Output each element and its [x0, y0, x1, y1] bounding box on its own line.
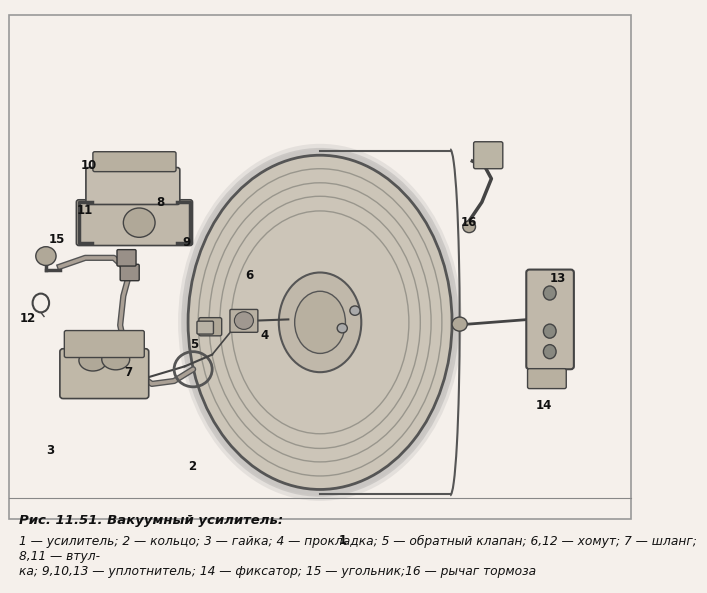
- Ellipse shape: [102, 349, 129, 370]
- Ellipse shape: [544, 324, 556, 338]
- Text: 10: 10: [81, 160, 97, 173]
- Text: Рис. 11.51. Вакуумный усилитель:: Рис. 11.51. Вакуумный усилитель:: [18, 514, 283, 527]
- FancyBboxPatch shape: [197, 321, 214, 334]
- Text: 16: 16: [461, 216, 477, 229]
- FancyBboxPatch shape: [76, 200, 192, 246]
- FancyBboxPatch shape: [527, 369, 566, 388]
- Text: 1: 1: [338, 534, 346, 547]
- FancyBboxPatch shape: [86, 168, 180, 205]
- Ellipse shape: [187, 154, 453, 491]
- Ellipse shape: [463, 221, 476, 232]
- Ellipse shape: [544, 345, 556, 359]
- Ellipse shape: [79, 350, 107, 371]
- Ellipse shape: [295, 291, 346, 353]
- Text: 9: 9: [182, 235, 191, 248]
- FancyBboxPatch shape: [9, 14, 631, 519]
- Ellipse shape: [188, 155, 452, 489]
- Ellipse shape: [544, 286, 556, 300]
- Text: 11: 11: [77, 205, 93, 218]
- Text: 4: 4: [261, 329, 269, 342]
- Text: 2: 2: [188, 460, 196, 473]
- FancyBboxPatch shape: [64, 330, 144, 358]
- Text: 14: 14: [536, 399, 552, 412]
- Ellipse shape: [350, 306, 360, 315]
- Ellipse shape: [184, 149, 457, 495]
- Text: 12: 12: [20, 312, 36, 325]
- FancyBboxPatch shape: [93, 152, 176, 171]
- Ellipse shape: [337, 324, 347, 333]
- FancyBboxPatch shape: [474, 142, 503, 169]
- Text: 7: 7: [124, 366, 132, 379]
- Ellipse shape: [36, 247, 56, 266]
- Ellipse shape: [123, 208, 155, 237]
- FancyBboxPatch shape: [120, 264, 139, 280]
- Ellipse shape: [235, 312, 253, 329]
- Text: 3: 3: [46, 444, 54, 457]
- FancyBboxPatch shape: [230, 310, 258, 332]
- FancyBboxPatch shape: [60, 349, 148, 398]
- Text: 13: 13: [550, 272, 566, 285]
- Text: 15: 15: [49, 233, 65, 246]
- Ellipse shape: [279, 273, 361, 372]
- Text: 1 — усилитель; 2 — кольцо; 3 — гайка; 4 — прокладка; 5 — обратный клапан; 6,12 —: 1 — усилитель; 2 — кольцо; 3 — гайка; 4 …: [18, 535, 696, 578]
- FancyBboxPatch shape: [199, 318, 222, 336]
- Text: 8: 8: [156, 196, 164, 209]
- Ellipse shape: [452, 317, 467, 331]
- Text: 6: 6: [245, 269, 253, 282]
- FancyBboxPatch shape: [117, 250, 136, 266]
- FancyBboxPatch shape: [526, 270, 574, 369]
- Text: 5: 5: [190, 337, 199, 350]
